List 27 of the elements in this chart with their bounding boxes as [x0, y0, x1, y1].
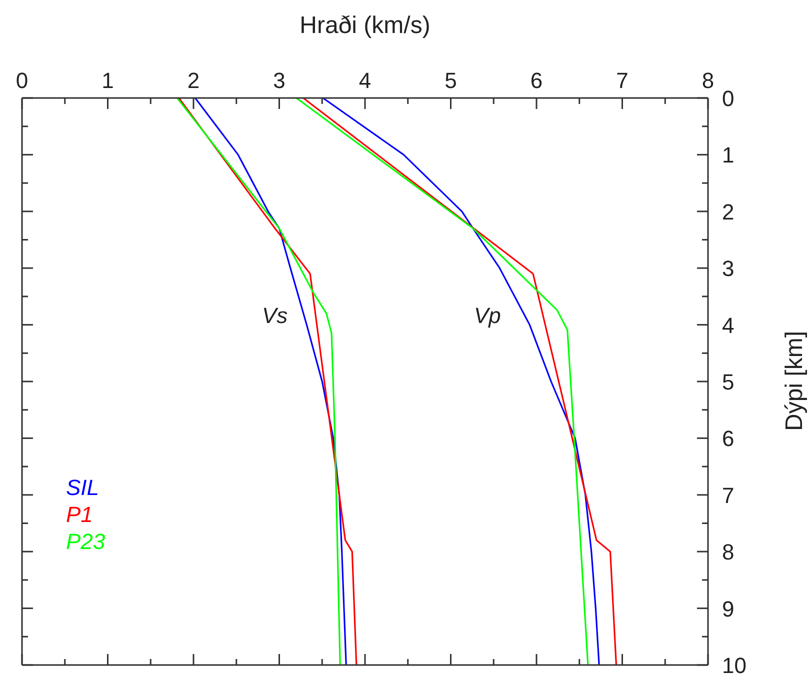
x-tick-label: 6: [530, 68, 543, 93]
x-tick-label: 8: [702, 68, 714, 93]
y-tick-label: 2: [722, 199, 734, 224]
y-tick-label: 6: [722, 426, 734, 452]
x-axis-title: Hraði (km/s): [298, 12, 432, 40]
text: P23: [66, 528, 106, 555]
x-tick-label: 3: [273, 68, 286, 93]
x-tick-label: 7: [616, 68, 628, 93]
y-tick-label: 8: [722, 540, 734, 565]
y-tick-label: 5: [722, 370, 734, 394]
y-tick-label: 1: [722, 142, 734, 168]
y-tick-label: 0: [722, 86, 734, 111]
x-tick-label: 1: [102, 68, 114, 93]
annotation: Vp: [474, 303, 501, 329]
text: P1: [66, 501, 94, 528]
x-tick-label: 0: [16, 68, 28, 93]
x-tick-label: 4: [358, 68, 372, 93]
annotation: Vs: [262, 303, 288, 329]
y-tick-label: 10: [722, 653, 746, 678]
y-tick-label: 4: [722, 312, 734, 338]
y-tick-label: 3: [722, 256, 734, 282]
x-tick-label: 2: [187, 68, 200, 93]
y-axis-title: Dýpi [km]: [780, 330, 809, 434]
y-tick-label: 7: [722, 482, 734, 508]
y-tick-label: 9: [722, 596, 734, 622]
x-tick-label: 5: [444, 68, 457, 93]
text: SIL: [66, 474, 100, 501]
